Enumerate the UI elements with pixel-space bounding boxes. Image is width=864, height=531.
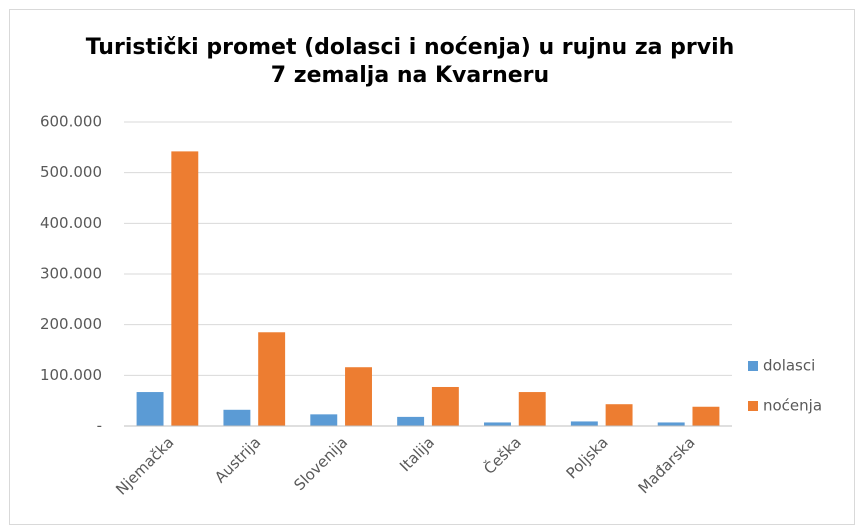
- y-tick-label: -: [97, 417, 102, 435]
- y-tick-label: 400.000: [40, 214, 102, 232]
- legend-swatch: [748, 401, 758, 411]
- bar: [484, 422, 511, 426]
- bar: [692, 406, 720, 426]
- bar: [605, 404, 633, 426]
- y-tick-label: 100.000: [40, 366, 102, 384]
- bar: [518, 392, 546, 426]
- y-tick-label: 500.000: [40, 163, 102, 181]
- bar: [431, 386, 459, 426]
- bar: [570, 421, 598, 426]
- bar: [171, 151, 199, 427]
- y-tick-label: 600.000: [40, 113, 102, 131]
- bar: [310, 414, 338, 426]
- bar: [657, 422, 685, 426]
- bar: [345, 367, 372, 426]
- bar: [258, 332, 286, 426]
- legend-swatch: [748, 361, 758, 371]
- bar: [397, 416, 425, 426]
- y-tick-label: 300.000: [40, 265, 102, 283]
- y-tick-label: 200.000: [40, 315, 102, 333]
- chart-border: [9, 9, 855, 525]
- bar: [136, 392, 164, 426]
- chart-title: Turistički promet (dolasci i noćenja) u …: [85, 35, 735, 88]
- legend-label: noćenja: [763, 397, 822, 415]
- bar: [223, 409, 251, 426]
- legend-label: dolasci: [763, 357, 815, 375]
